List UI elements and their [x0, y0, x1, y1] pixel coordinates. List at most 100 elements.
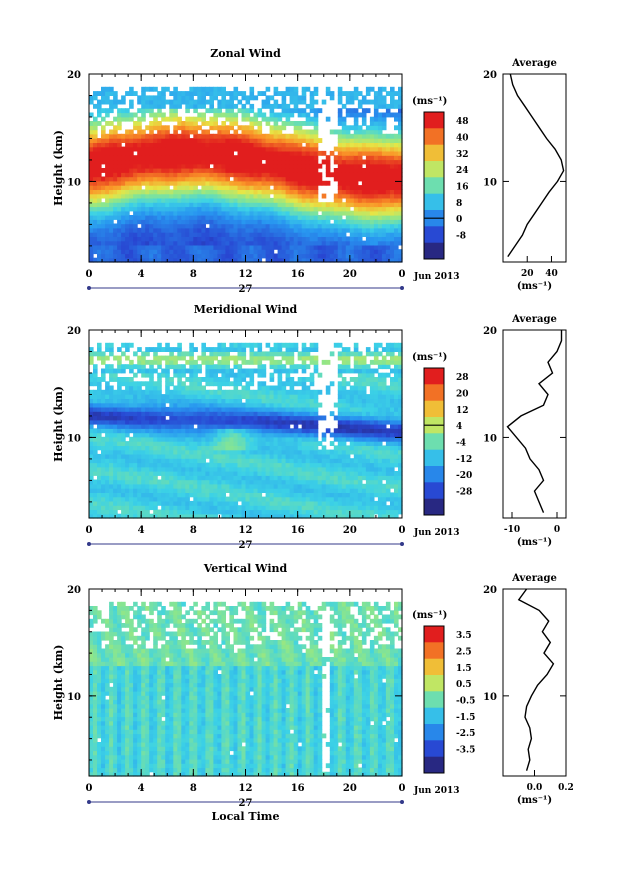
heatmap-cell	[213, 155, 218, 161]
heatmap-cell	[333, 159, 339, 165]
heatmap-cell	[101, 168, 106, 173]
heatmap-cell	[193, 428, 198, 434]
heatmap-cell	[117, 415, 122, 421]
heatmap-cell	[125, 236, 130, 242]
heatmap-cell	[381, 197, 387, 203]
heatmap-cell	[213, 227, 218, 233]
heatmap-cell	[177, 180, 182, 186]
heatmap-cell	[209, 176, 214, 182]
heatmap-cell	[165, 176, 170, 182]
heatmap-cell	[173, 142, 178, 148]
heatmap-cell	[273, 368, 279, 374]
heatmap-cell	[245, 244, 251, 250]
heatmap-cell	[261, 197, 267, 203]
heatmap-cell	[93, 202, 98, 208]
heatmap-cell	[173, 168, 178, 173]
heatmap-cell	[193, 86, 198, 92]
heatmap-cell	[157, 500, 162, 506]
heatmap-cell	[133, 142, 138, 148]
heatmap-cell	[157, 398, 162, 404]
heatmap-cell	[245, 125, 251, 131]
heatmap-cell	[301, 193, 307, 199]
heatmap-cell	[273, 133, 279, 139]
heatmap-cell	[117, 215, 122, 220]
heatmap-cell	[149, 471, 154, 476]
heatmap-cell	[277, 206, 283, 212]
heatmap-cell	[157, 223, 162, 229]
heatmap-cell	[201, 347, 206, 352]
heatmap-cell	[105, 342, 110, 348]
heatmap-cell	[229, 424, 234, 429]
heatmap-cell	[398, 172, 403, 178]
heatmap-cell	[141, 176, 146, 182]
heatmap-cell	[129, 155, 134, 161]
heatmap-cell	[381, 176, 387, 182]
heatmap-cell	[361, 112, 367, 118]
heatmap-cell	[365, 99, 371, 105]
heatmap-cell	[133, 121, 138, 126]
heatmap-cell	[197, 445, 202, 451]
heatmap-cell	[213, 244, 218, 250]
heatmap-cell	[357, 240, 363, 246]
heatmap-cell	[221, 249, 226, 255]
heatmap-cell	[201, 394, 206, 399]
heatmap-cell	[137, 125, 142, 131]
heatmap-cell	[157, 441, 162, 446]
heatmap-cell	[141, 436, 146, 442]
heatmap-cell	[345, 172, 351, 178]
heatmap-cell	[137, 453, 142, 459]
heatmap-cell	[281, 227, 287, 233]
heatmap-cell	[361, 133, 367, 139]
heatmap-cell	[145, 479, 150, 485]
heatmap-cell	[109, 364, 114, 370]
heatmap-cell	[357, 223, 363, 229]
heatmap-cell	[305, 411, 311, 417]
heatmap-cell	[169, 509, 174, 515]
heatmap-cell	[390, 249, 395, 255]
heatmap-cell	[173, 492, 178, 498]
heatmap-cell	[289, 138, 295, 143]
heatmap-cell	[185, 483, 190, 489]
heatmap-cell	[185, 394, 190, 399]
heatmap-cell	[301, 253, 307, 259]
heatmap-cell	[253, 95, 259, 101]
heatmap-cell	[313, 240, 319, 246]
heatmap-cell	[245, 172, 251, 178]
heatmap-cell	[221, 210, 226, 216]
heatmap-cell	[357, 150, 363, 156]
heatmap-cell	[161, 372, 166, 378]
heatmap-cell	[321, 159, 327, 165]
heatmap-cell	[101, 402, 106, 408]
heatmap-cell	[157, 509, 162, 515]
heatmap-cell	[205, 449, 210, 455]
heatmap-cell	[97, 377, 102, 382]
heatmap-cell	[189, 445, 194, 451]
heatmap-cell	[189, 193, 194, 199]
heatmap-cell	[353, 189, 359, 195]
heatmap-cell	[233, 347, 239, 352]
heatmap-cell	[217, 449, 222, 455]
heatmap-cell	[193, 121, 198, 126]
heatmap-cell	[93, 505, 98, 511]
heatmap-cell	[394, 125, 399, 131]
heatmap-cell	[265, 449, 271, 455]
heatmap-cell	[390, 103, 395, 109]
heatmap-cell	[257, 197, 263, 203]
heatmap-cell	[273, 172, 279, 178]
heatmap-cell	[161, 223, 166, 229]
heatmap-cell	[305, 129, 311, 135]
heatmap-cell	[245, 227, 251, 233]
heatmap-cell	[381, 95, 387, 101]
heatmap-cell	[101, 249, 106, 255]
heatmap-cell	[209, 458, 214, 464]
heatmap-cell	[297, 172, 303, 178]
heatmap-cell	[153, 505, 158, 511]
heatmap-cell	[125, 449, 130, 455]
heatmap-cell	[161, 428, 166, 434]
heatmap-cell	[257, 428, 263, 434]
heatmap-cell	[185, 496, 190, 502]
heatmap-cell	[145, 172, 150, 178]
heatmap-cell	[353, 240, 359, 246]
heatmap-cell	[305, 351, 311, 357]
heatmap-cell	[373, 168, 379, 173]
